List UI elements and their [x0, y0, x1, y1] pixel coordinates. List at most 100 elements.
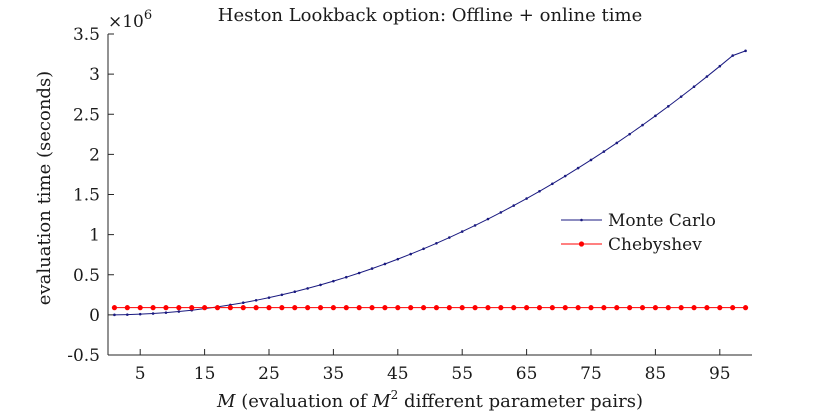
data-point-monte-carlo	[448, 236, 451, 239]
data-point-chebyshev	[691, 305, 697, 311]
data-point-chebyshev	[266, 305, 272, 311]
data-point-monte-carlo	[293, 290, 297, 294]
data-point-monte-carlo	[744, 49, 747, 53]
data-point-chebyshev	[202, 305, 208, 311]
data-point-chebyshev	[459, 305, 465, 311]
data-point-chebyshev	[446, 305, 452, 311]
x-tick-label: 15	[194, 364, 216, 384]
data-point-monte-carlo	[666, 105, 670, 108]
data-point-chebyshev	[253, 305, 259, 311]
y-tick-label: -0.5	[67, 346, 100, 366]
data-point-monte-carlo	[679, 95, 683, 98]
data-point-chebyshev	[369, 305, 375, 311]
y-tick-label: 1.5	[73, 186, 100, 206]
y-multiplier-exp: 6	[144, 8, 152, 23]
data-point-monte-carlo	[692, 85, 696, 89]
data-point-chebyshev	[614, 305, 620, 311]
data-point-chebyshev	[330, 305, 336, 311]
data-point-chebyshev	[163, 305, 169, 311]
data-point-chebyshev	[601, 305, 607, 311]
x-label-sup: 2	[391, 388, 399, 402]
x-tick-label: 55	[451, 364, 473, 384]
data-point-chebyshev	[588, 305, 594, 311]
data-point-monte-carlo	[254, 299, 258, 302]
data-point-chebyshev	[511, 305, 517, 311]
data-point-chebyshev	[704, 305, 710, 311]
data-point-monte-carlo	[563, 174, 567, 178]
y-tick-label: 1	[89, 226, 100, 246]
x-label-var: M	[216, 391, 236, 412]
data-point-monte-carlo	[512, 204, 516, 207]
data-point-monte-carlo	[370, 267, 374, 270]
data-point-monte-carlo	[409, 252, 412, 256]
data-point-chebyshev	[472, 305, 478, 311]
data-point-monte-carlo	[241, 301, 245, 305]
chart-title: Heston Lookback option: Offline + online…	[218, 5, 643, 26]
data-point-chebyshev	[562, 305, 568, 311]
y-tick-label: 3	[89, 65, 100, 85]
data-point-monte-carlo	[615, 141, 619, 145]
data-point-monte-carlo	[344, 275, 348, 279]
data-point-monte-carlo	[396, 257, 400, 261]
data-point-chebyshev	[137, 305, 143, 311]
data-point-chebyshev	[343, 305, 349, 311]
data-point-monte-carlo	[460, 230, 464, 233]
data-point-monte-carlo	[267, 296, 271, 299]
data-point-chebyshev	[189, 305, 195, 311]
data-point-chebyshev	[176, 305, 182, 311]
data-point-monte-carlo	[538, 189, 541, 193]
data-point-chebyshev	[665, 305, 671, 311]
x-tick-label: 25	[258, 364, 280, 384]
data-point-chebyshev	[678, 305, 684, 311]
x-tick-label: 5	[135, 364, 146, 384]
x-label-pre: (evaluation of	[241, 391, 368, 412]
data-point-chebyshev	[279, 305, 285, 311]
y-multiplier: ×106	[108, 8, 152, 32]
data-point-chebyshev	[227, 305, 233, 311]
data-point-chebyshev	[395, 305, 401, 311]
data-point-monte-carlo	[525, 197, 528, 200]
x-tick-label: 85	[645, 364, 667, 384]
legend: Monte Carlo Chebyshev	[561, 211, 716, 255]
data-point-chebyshev	[420, 305, 427, 311]
legend-marker-chebyshev	[578, 241, 585, 247]
data-point-chebyshev	[730, 305, 736, 311]
data-point-monte-carlo	[306, 287, 309, 290]
data-point-chebyshev	[575, 305, 581, 311]
data-point-monte-carlo	[499, 211, 503, 214]
x-tick-label: 35	[323, 364, 345, 384]
data-point-monte-carlo	[126, 313, 129, 316]
data-point-monte-carlo	[486, 217, 490, 221]
y-tick-label: 0	[89, 306, 100, 326]
data-point-monte-carlo	[138, 312, 142, 316]
data-point-monte-carlo	[151, 312, 155, 315]
data-point-chebyshev	[214, 305, 221, 311]
data-point-monte-carlo	[641, 123, 644, 127]
data-point-monte-carlo	[602, 150, 606, 153]
data-point-chebyshev	[536, 305, 543, 311]
data-point-chebyshev	[240, 305, 246, 311]
data-point-chebyshev	[742, 305, 749, 311]
data-point-monte-carlo	[435, 241, 438, 245]
y-multiplier-base: ×10	[108, 12, 144, 32]
data-point-monte-carlo	[473, 224, 477, 227]
plot-area: -0.5 0 0.5 1 1.5 2 2.5 3 3.5 5 15 25 35 45 55 65 75 85 95	[67, 25, 752, 384]
data-point-monte-carlo	[177, 310, 181, 313]
x-axis-label: M (evaluation of M2 different parameter …	[216, 383, 643, 412]
data-point-chebyshev	[124, 305, 130, 311]
legend-label-chebyshev: Chebyshev	[608, 235, 702, 255]
x-label-post: different parameter pairs)	[404, 391, 643, 412]
y-axis-label: evaluation time (seconds)	[34, 71, 55, 305]
data-point-monte-carlo	[280, 293, 284, 297]
x-tick-label: 45	[387, 364, 409, 384]
data-point-monte-carlo	[576, 166, 580, 170]
legend-marker-monte-carlo	[580, 218, 583, 222]
data-point-chebyshev	[627, 305, 633, 311]
x-label-var2: M	[371, 391, 391, 412]
y-tick-label: 0.5	[73, 266, 100, 286]
data-point-monte-carlo	[383, 262, 387, 266]
x-tick-label: 95	[709, 364, 731, 384]
data-point-monte-carlo	[654, 114, 657, 118]
data-point-chebyshev	[433, 305, 440, 311]
data-point-chebyshev	[408, 305, 414, 311]
